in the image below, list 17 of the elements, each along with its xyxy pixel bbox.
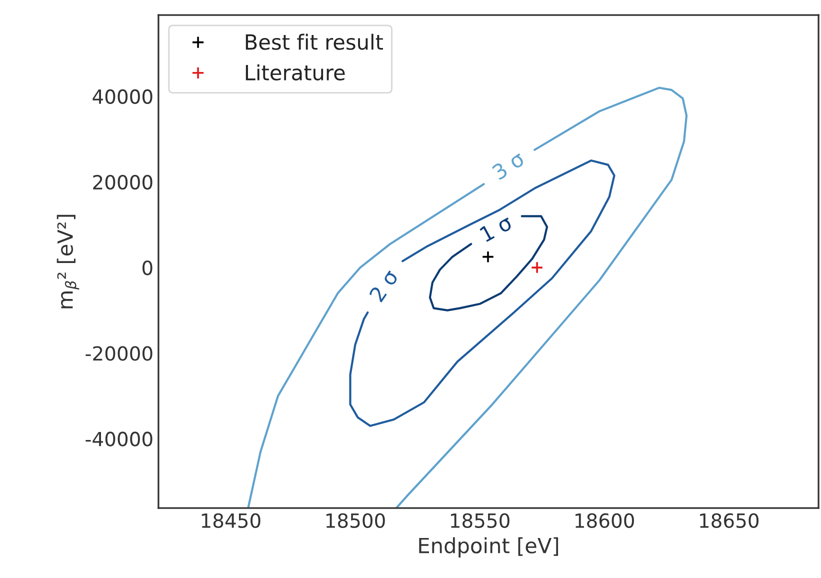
y-tick-label: 40000 (92, 89, 152, 104)
x-tick-label: 18550 (450, 513, 510, 528)
y-tick-label: -40000 (86, 432, 152, 446)
x-tick-label: 18600 (576, 513, 634, 528)
x-tick-label: 18450 (202, 513, 260, 528)
x-axis-title: Endpoint [eV] (419, 537, 558, 558)
y-axis-title: m$_{β}$² [eV²] (56, 214, 80, 308)
y-tick-label: 0 (142, 260, 152, 276)
x-tick-label: 18500 (326, 513, 385, 528)
y-tick-label: 20000 (93, 174, 152, 190)
text: 1 σ (479, 214, 514, 242)
x-tick-label: 18650 (700, 513, 758, 528)
y-tick-label: -20000 (86, 346, 152, 361)
legend-label: Best fit result (246, 34, 383, 50)
text: 3 σ (491, 150, 526, 180)
text: 2 σ (368, 268, 400, 303)
legend-label: Literature (246, 64, 345, 80)
